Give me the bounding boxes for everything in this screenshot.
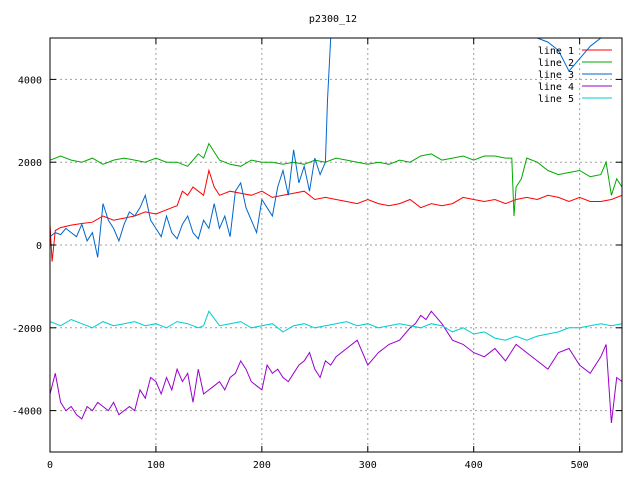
legend-label-4: line 4 bbox=[538, 82, 574, 93]
x-tick-label: 500 bbox=[571, 460, 589, 471]
y-tick-label: -4000 bbox=[12, 407, 42, 418]
legend-label-1: line 1 bbox=[538, 46, 574, 57]
x-tick-label: 100 bbox=[147, 460, 165, 471]
chart-title: p2300_12 bbox=[309, 14, 357, 25]
series-line-1 bbox=[50, 168, 622, 262]
series-layer bbox=[50, 38, 622, 424]
legend-label-5: line 5 bbox=[538, 94, 574, 105]
axis-ticks: 0 100 200 300 400 500 -4000 -2000 0 2000 4000 bbox=[12, 38, 622, 471]
y-tick-label: 2000 bbox=[18, 158, 42, 169]
legend-label-2: line 2 bbox=[538, 58, 574, 69]
y-tick-label: 0 bbox=[36, 241, 42, 252]
grid bbox=[50, 38, 622, 452]
legend-label-3: line 3 bbox=[538, 70, 574, 81]
x-tick-label: 300 bbox=[359, 460, 377, 471]
series-line-5 bbox=[50, 310, 622, 341]
series-line-4 bbox=[50, 310, 622, 424]
series-line-2 bbox=[50, 142, 622, 217]
x-tick-label: 400 bbox=[465, 460, 483, 471]
series-line-3 bbox=[50, 38, 622, 258]
x-tick-label: 0 bbox=[47, 460, 53, 471]
y-tick-label: -2000 bbox=[12, 324, 42, 335]
x-tick-label: 200 bbox=[253, 460, 271, 471]
y-tick-label: 4000 bbox=[18, 75, 42, 86]
